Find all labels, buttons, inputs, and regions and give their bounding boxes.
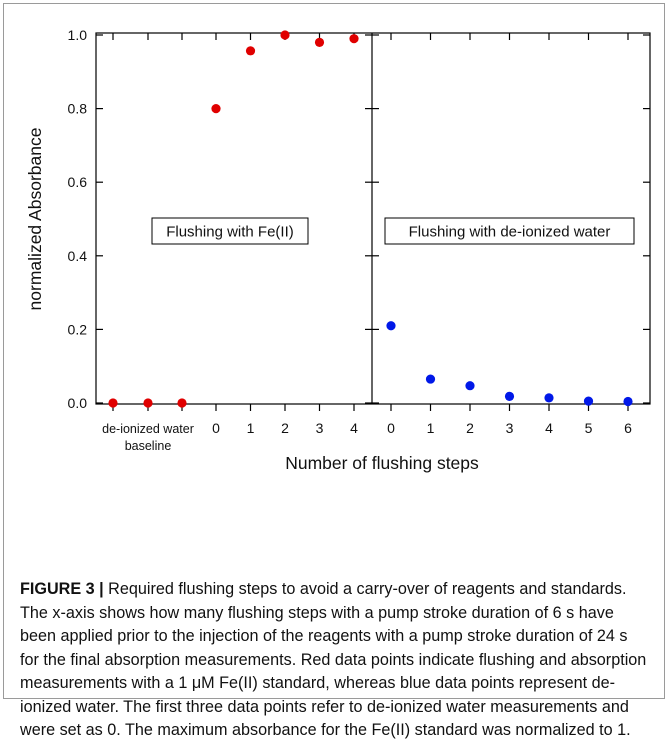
x-tick-label: 0 bbox=[212, 420, 220, 436]
x-tick-label: 3 bbox=[316, 420, 324, 436]
data-point-fe bbox=[349, 34, 359, 44]
annotation-fe-box bbox=[151, 217, 309, 245]
figure-frame bbox=[3, 3, 665, 699]
y-tick-label: 1.0 bbox=[68, 27, 88, 43]
x-tick-label: 1 bbox=[427, 420, 435, 436]
data-point-fe bbox=[280, 30, 290, 40]
annotation-fe: Flushing with Fe(II) bbox=[166, 224, 294, 241]
x-tick-label: 5 bbox=[585, 420, 593, 436]
data-points bbox=[108, 30, 633, 408]
caption-label: FIGURE 3 | bbox=[20, 580, 104, 598]
data-point-water bbox=[504, 391, 515, 401]
data-point-fe bbox=[314, 37, 325, 47]
x-tick-label: 1 bbox=[247, 420, 255, 436]
flushing-chart: 0.0 0.2 0.4 0.6 0.8 1.0 0 1 2 3 4 de-ionized water b… bbox=[25, 27, 651, 473]
x-tick-label: 4 bbox=[350, 420, 358, 436]
annotation-water-box bbox=[384, 217, 635, 245]
data-point-fe bbox=[211, 104, 221, 114]
y-tick-label: 0.8 bbox=[68, 101, 88, 117]
y-tick-label: 0.0 bbox=[68, 395, 88, 411]
data-point-water bbox=[583, 396, 594, 406]
y-tick-label: 0.6 bbox=[68, 174, 88, 190]
y-axis-title: normalized Absorbance bbox=[25, 128, 45, 311]
data-point-water bbox=[544, 393, 554, 403]
x-category-label-line2: baseline bbox=[125, 439, 172, 453]
x-tick-label: 3 bbox=[506, 420, 514, 436]
plot-border bbox=[95, 32, 651, 405]
caption-text: Required flushing steps to avoid a carry… bbox=[20, 580, 647, 739]
data-point-water bbox=[465, 381, 475, 391]
data-point-fe bbox=[143, 398, 153, 408]
x-tick-label: 2 bbox=[281, 420, 289, 436]
chart-labels: 0.0 0.2 0.4 0.6 0.8 1.0 0 1 2 3 4 de-ionized water b… bbox=[25, 27, 635, 473]
data-point-water bbox=[386, 321, 396, 331]
y-tick-label: 0.2 bbox=[68, 321, 88, 337]
x-axis-title: Number of flushing steps bbox=[285, 453, 479, 473]
data-point-fe bbox=[177, 398, 187, 408]
annotation-water: Flushing with de-ionized water bbox=[409, 224, 611, 241]
figure-caption: FIGURE 3 | Required flushing steps to av… bbox=[20, 578, 650, 743]
x-tick-label: 6 bbox=[624, 420, 632, 436]
x-tick-label: 2 bbox=[466, 420, 474, 436]
data-point-fe bbox=[108, 398, 118, 408]
x-tick-label: 0 bbox=[387, 420, 395, 436]
x-category-label: de-ionized water bbox=[102, 422, 194, 436]
x-tick-label: 4 bbox=[545, 420, 553, 436]
data-point-fe bbox=[245, 46, 256, 56]
y-tick-label: 0.4 bbox=[68, 248, 88, 264]
data-point-water bbox=[425, 374, 436, 384]
data-point-water bbox=[623, 396, 633, 407]
